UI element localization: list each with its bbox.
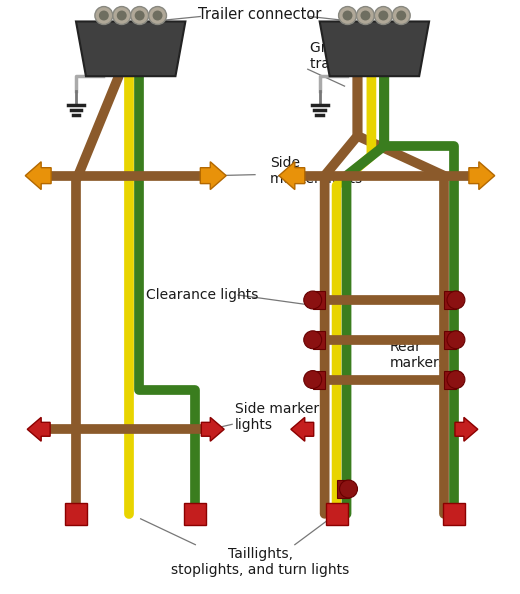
Circle shape bbox=[99, 11, 109, 20]
Circle shape bbox=[135, 11, 145, 20]
Circle shape bbox=[152, 11, 163, 20]
Circle shape bbox=[149, 7, 166, 24]
Circle shape bbox=[117, 11, 127, 20]
Polygon shape bbox=[279, 162, 305, 189]
Polygon shape bbox=[320, 21, 429, 76]
Bar bbox=[444, 331, 456, 349]
Polygon shape bbox=[76, 21, 186, 76]
Circle shape bbox=[374, 7, 392, 24]
Bar bbox=[313, 291, 324, 309]
Circle shape bbox=[447, 291, 465, 309]
Bar bbox=[313, 331, 324, 349]
Bar bbox=[326, 503, 347, 525]
Polygon shape bbox=[27, 418, 50, 441]
Bar bbox=[443, 503, 465, 525]
Text: Taillights,
stoplights, and turn lights: Taillights, stoplights, and turn lights bbox=[171, 546, 349, 577]
Circle shape bbox=[95, 7, 113, 24]
Text: Side
marker lights: Side marker lights bbox=[270, 156, 362, 186]
Circle shape bbox=[357, 7, 374, 24]
Circle shape bbox=[304, 291, 322, 309]
Text: Clearance lights: Clearance lights bbox=[146, 288, 258, 302]
Bar bbox=[65, 503, 87, 525]
Polygon shape bbox=[25, 162, 51, 189]
Text: Side marker
lights: Side marker lights bbox=[235, 402, 319, 432]
Circle shape bbox=[343, 11, 353, 20]
Circle shape bbox=[392, 7, 410, 24]
Polygon shape bbox=[455, 418, 478, 441]
Circle shape bbox=[360, 11, 370, 20]
Bar bbox=[444, 371, 456, 388]
Polygon shape bbox=[200, 162, 226, 189]
Circle shape bbox=[304, 331, 322, 349]
Text: Rear
markers: Rear markers bbox=[389, 340, 446, 370]
Circle shape bbox=[304, 371, 322, 388]
Circle shape bbox=[340, 480, 357, 498]
Circle shape bbox=[396, 11, 406, 20]
Polygon shape bbox=[469, 162, 495, 189]
Bar bbox=[444, 291, 456, 309]
Circle shape bbox=[339, 7, 357, 24]
Circle shape bbox=[131, 7, 149, 24]
Text: Trailer connector: Trailer connector bbox=[198, 7, 322, 21]
Circle shape bbox=[379, 11, 388, 20]
Polygon shape bbox=[201, 418, 224, 441]
Text: Ground to
trailer frame: Ground to trailer frame bbox=[310, 41, 397, 71]
Bar bbox=[336, 480, 348, 498]
Polygon shape bbox=[291, 418, 314, 441]
Circle shape bbox=[447, 331, 465, 349]
Circle shape bbox=[113, 7, 131, 24]
Bar bbox=[313, 371, 324, 388]
Bar bbox=[185, 503, 206, 525]
Circle shape bbox=[447, 371, 465, 388]
